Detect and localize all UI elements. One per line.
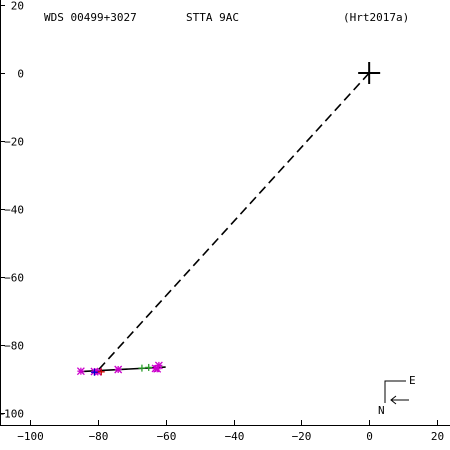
x-axis-ticks: −100 −80 −60 −40 −20 0 20 [17,420,444,443]
compass: E N [378,374,416,417]
reference-label: (Hrt2017a) [343,11,409,24]
y-tick-label: −60 [4,272,24,285]
x-tick-label: −60 [157,430,177,443]
x-tick-label: −20 [292,430,312,443]
observation-cross [138,364,146,372]
compass-east-label: E [409,374,416,387]
star-id-label: WDS 00499+3027 [44,11,137,24]
y-tick-label: −20 [4,136,24,149]
marker-stroke [153,364,162,373]
y-tick-label: −100 [0,408,24,421]
x-tick-label: −100 [17,430,44,443]
observation-cross [97,368,105,376]
data-marks [76,62,381,376]
discoverer-label: STTA 9AC [186,11,239,24]
marker-stroke [76,367,85,376]
y-axis-ticks: 20 0 −20 −40 −60 −80 −100 [0,0,24,421]
x-tick-label: −40 [225,430,245,443]
observation-asterisk [114,365,123,374]
observation-cross [90,368,98,376]
x-tick-label: 20 [431,430,444,443]
dashed-connector-line [97,72,370,372]
x-tick-label: −80 [89,430,109,443]
marker-stroke [114,365,123,374]
compass-axes [384,380,406,403]
observation-cross [145,363,153,371]
y-tick-label: 0 [17,68,24,81]
motion-arrow-head-icon [390,395,397,405]
y-tick-label: 20 [11,0,24,13]
y-tick-label: −80 [4,340,24,353]
observation-asterisk [76,367,85,376]
compass-north-label: N [378,404,385,417]
x-tick-label: 0 [366,430,373,443]
observation-asterisk [153,364,162,373]
y-tick-label: −40 [4,204,24,217]
